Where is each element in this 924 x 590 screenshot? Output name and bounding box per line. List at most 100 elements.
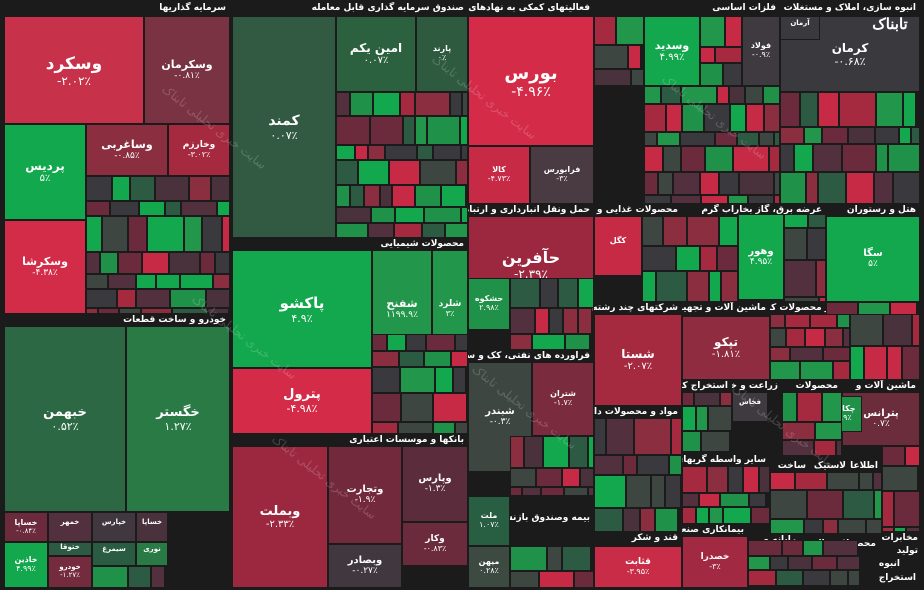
stock-tile-small[interactable] [510, 308, 535, 334]
stock-tile-small[interactable] [86, 274, 108, 289]
stock-tile-small[interactable] [827, 472, 859, 490]
stock-tile[interactable]: وسکرد -۲.۰۲٪ [4, 16, 144, 124]
stock-tile-small[interactable] [92, 566, 128, 588]
stock-tile-small[interactable] [658, 172, 673, 195]
stock-tile-small[interactable] [86, 289, 117, 308]
stock-tile-small[interactable] [819, 297, 826, 302]
stock-tile-small[interactable] [422, 223, 445, 238]
stock-tile-small[interactable] [562, 546, 591, 571]
stock-tile-small[interactable] [211, 176, 230, 201]
stock-tile-small[interactable] [671, 418, 682, 455]
stock-tile-small[interactable] [462, 92, 468, 116]
stock-tile[interactable]: وتجارت -۱.۹٪ [328, 446, 402, 544]
stock-tile-small[interactable] [450, 92, 462, 116]
stock-tile-small[interactable] [222, 216, 230, 252]
stock-tile-small[interactable] [748, 570, 776, 586]
stock-tile-small[interactable] [656, 271, 687, 302]
stock-tile-small[interactable] [563, 308, 578, 334]
stock-tile-small[interactable] [594, 45, 628, 69]
stock-tile-small[interactable] [837, 314, 850, 328]
stock-tile-small[interactable] [642, 216, 663, 246]
stock-tile-small[interactable] [461, 145, 468, 160]
stock-tile-small[interactable] [445, 223, 468, 238]
stock-tile-small[interactable] [804, 519, 823, 534]
stock-tile[interactable]: خاذین ۴.۹۹٪ [4, 542, 48, 588]
stock-tile-small[interactable] [665, 475, 681, 508]
stock-tile[interactable]: خساپا [136, 512, 168, 542]
stock-tile-small[interactable] [451, 351, 468, 367]
stock-tile-small[interactable] [578, 278, 594, 308]
stock-tile-small[interactable] [336, 185, 350, 207]
stock-tile-small[interactable] [350, 92, 373, 116]
stock-tile-small[interactable] [336, 207, 371, 223]
stock-tile-small[interactable] [882, 491, 894, 527]
stock-tile-small[interactable] [687, 216, 719, 246]
stock-tile-small[interactable] [795, 472, 827, 490]
stock-tile-small[interactable] [213, 274, 230, 289]
stock-tile-small[interactable] [661, 86, 681, 104]
stock-tile-small[interactable] [594, 16, 616, 45]
stock-tile-small[interactable] [370, 116, 403, 145]
stock-tile-small[interactable] [644, 195, 671, 204]
stock-tile-small[interactable] [701, 195, 728, 204]
stock-tile-small[interactable] [651, 475, 665, 508]
stock-tile-small[interactable] [739, 172, 774, 195]
stock-tile-small[interactable] [565, 334, 590, 350]
stock-tile-small[interactable] [837, 556, 860, 570]
stock-tile-small[interactable] [433, 422, 455, 434]
stock-tile-small[interactable] [385, 145, 417, 160]
stock-tile-small[interactable] [215, 252, 230, 274]
stock-tile-small[interactable] [774, 132, 780, 146]
stock-tile-small[interactable] [748, 540, 782, 556]
stock-tile[interactable]: شتران -۱.۷٪ [532, 362, 594, 436]
stock-tile-small[interactable] [657, 132, 680, 146]
stock-tile-small[interactable] [729, 86, 745, 104]
stock-tile-small[interactable] [100, 252, 118, 274]
stock-tile-small[interactable] [770, 361, 800, 380]
stock-tile-small[interactable] [644, 146, 663, 172]
stock-tile-small[interactable] [893, 172, 920, 204]
stock-tile-small[interactable] [846, 172, 874, 204]
stock-tile-small[interactable] [142, 252, 169, 274]
stock-tile-small[interactable] [770, 519, 804, 534]
stock-tile-small[interactable] [86, 176, 112, 201]
stock-tile-small[interactable] [86, 216, 102, 252]
stock-tile[interactable]: آرمان [780, 16, 820, 40]
stock-tile-small[interactable] [874, 490, 882, 519]
stock-tile-small[interactable] [400, 92, 415, 116]
stock-tile[interactable]: خپارس [92, 512, 136, 542]
stock-tile-small[interactable] [415, 185, 441, 207]
stock-tile-small[interactable] [687, 271, 709, 302]
stock-tile-small[interactable] [682, 507, 696, 524]
stock-tile[interactable]: ملت ۱.۰۷٪ [468, 496, 510, 546]
stock-tile[interactable]: میهن ۰.۲۸٪ [468, 546, 510, 588]
stock-tile-small[interactable] [759, 466, 770, 493]
stock-tile[interactable]: نوری [136, 542, 168, 566]
stock-tile-small[interactable] [682, 104, 704, 132]
stock-tile-small[interactable] [843, 328, 850, 347]
stock-tile[interactable]: وبصادر -۰.۲۷٪ [328, 544, 402, 588]
stock-tile[interactable]: خبهمن ۰.۵۲٪ [4, 326, 126, 512]
stock-tile-small[interactable] [433, 145, 461, 160]
stock-tile-small[interactable] [808, 214, 826, 228]
stock-tile-small[interactable] [372, 351, 399, 367]
stock-tile-small[interactable] [594, 475, 626, 508]
stock-tile-small[interactable] [372, 393, 401, 422]
stock-tile-small[interactable] [202, 216, 222, 252]
stock-tile-small[interactable] [364, 185, 380, 207]
stock-tile[interactable]: وسدید ۴.۹۹٪ [644, 16, 700, 86]
stock-tile-small[interactable] [510, 487, 522, 496]
stock-tile-small[interactable] [682, 406, 696, 431]
stock-tile-small[interactable] [510, 436, 524, 468]
stock-tile-small[interactable] [358, 160, 389, 185]
stock-tile-small[interactable] [719, 172, 739, 195]
stock-tile-small[interactable] [882, 466, 918, 491]
stock-tile[interactable]: پارند ۰٪ [416, 16, 468, 92]
stock-tile-small[interactable] [588, 487, 594, 496]
stock-tile-small[interactable] [704, 104, 730, 132]
stock-tile-small[interactable] [836, 440, 842, 456]
stock-tile[interactable]: فرابورس -۳٪ [530, 146, 594, 204]
stock-tile-small[interactable] [373, 92, 400, 116]
stock-tile-small[interactable] [782, 440, 814, 456]
stock-tile-small[interactable] [782, 540, 803, 556]
